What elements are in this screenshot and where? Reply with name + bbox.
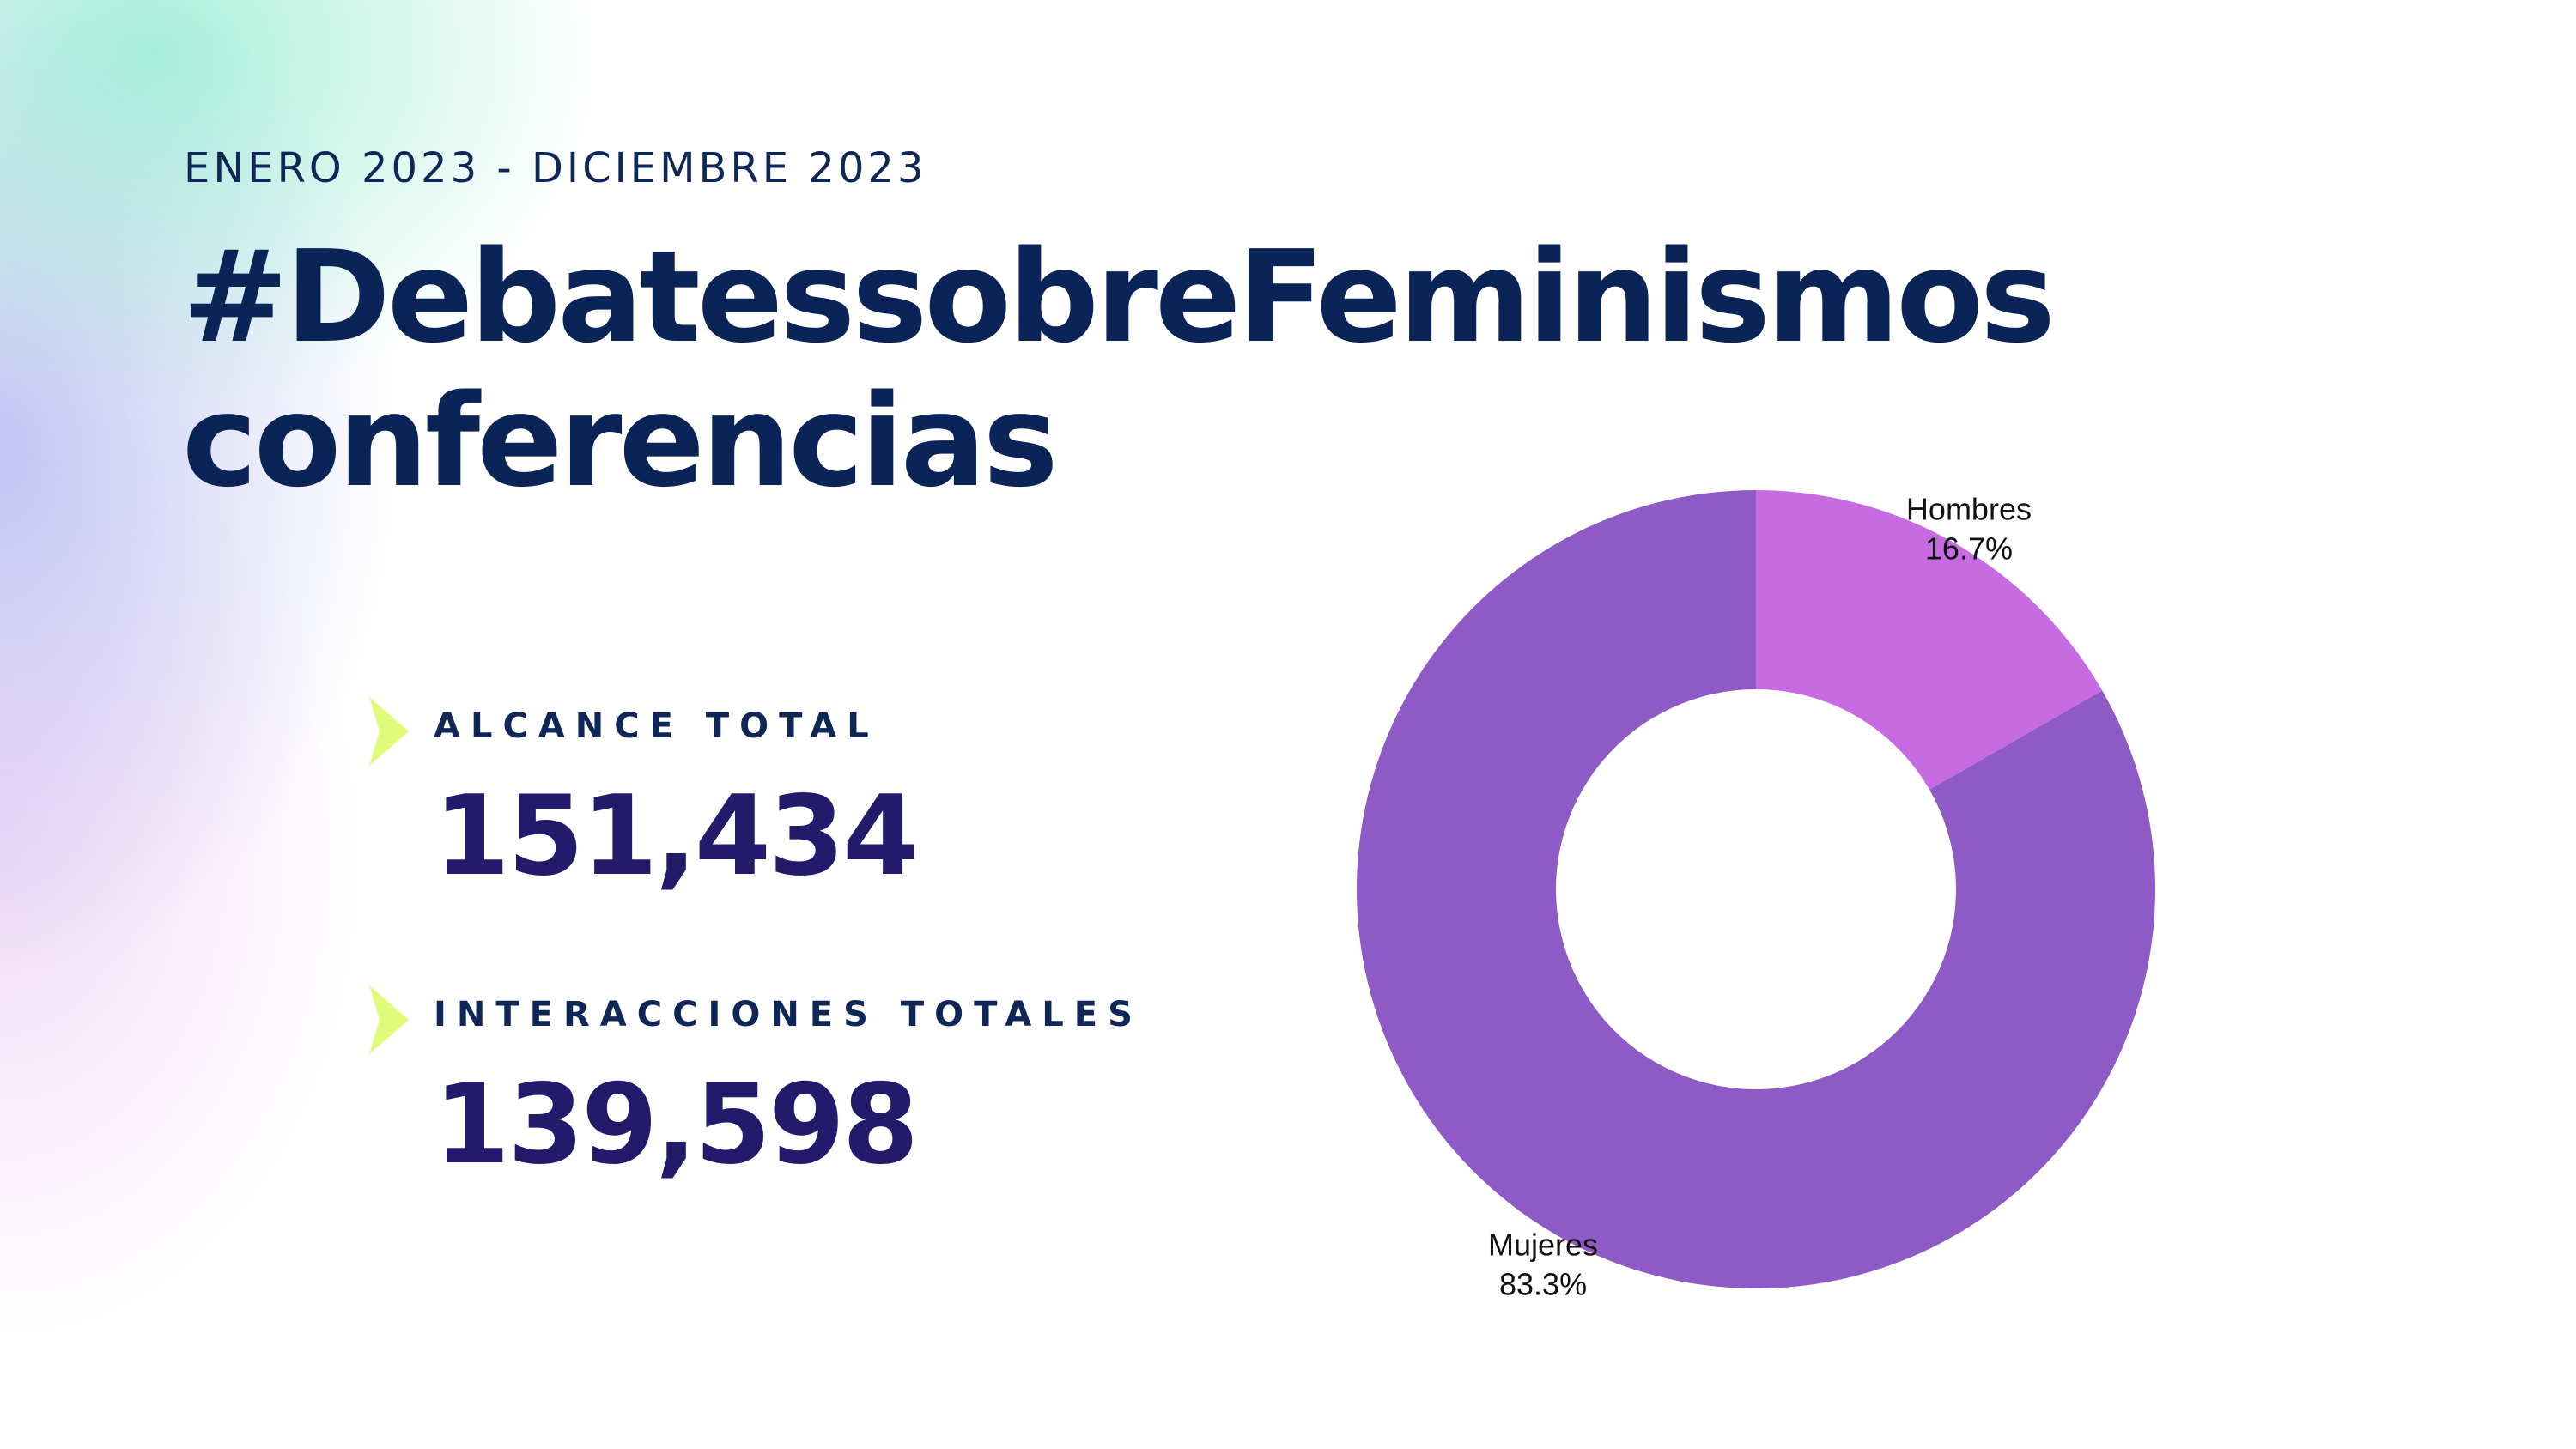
period-label: ENERO 2023 - DICIEMBRE 2023 (184, 144, 927, 192)
stat-label-interactions: INTERACCIONES TOTALES (434, 995, 1143, 1034)
title-line-1: #DebatessobreFeminismos (182, 223, 2056, 371)
slice-value-label: 16.7% (1925, 531, 2013, 567)
slice-hombres (1756, 490, 2103, 790)
slice-category-label: Mujeres (1488, 1227, 1598, 1262)
page-title: #DebatessobreFeminismos conferencias (182, 223, 2056, 515)
slice-label-mujeres: Mujeres 83.3% (1488, 1227, 1598, 1301)
slice-mujeres (1357, 490, 2155, 1288)
stat-value-reach: 151,434 (434, 773, 919, 900)
slice-label-hombres: Hombres 16.7% (1906, 492, 2032, 567)
stat-value-interactions: 139,598 (434, 1061, 919, 1189)
slice-category-label: Hombres (1906, 492, 2032, 527)
chevron-right-icon (369, 697, 409, 766)
slice-value-label: 83.3% (1499, 1266, 1587, 1301)
donut-chart: Hombres 16.7% Mujeres 83.3% (1357, 490, 2155, 1301)
stat-label-reach: ALCANCE TOTAL (434, 706, 879, 746)
chevron-right-icon (369, 985, 409, 1054)
title-line-2: conferencias (182, 367, 1059, 515)
